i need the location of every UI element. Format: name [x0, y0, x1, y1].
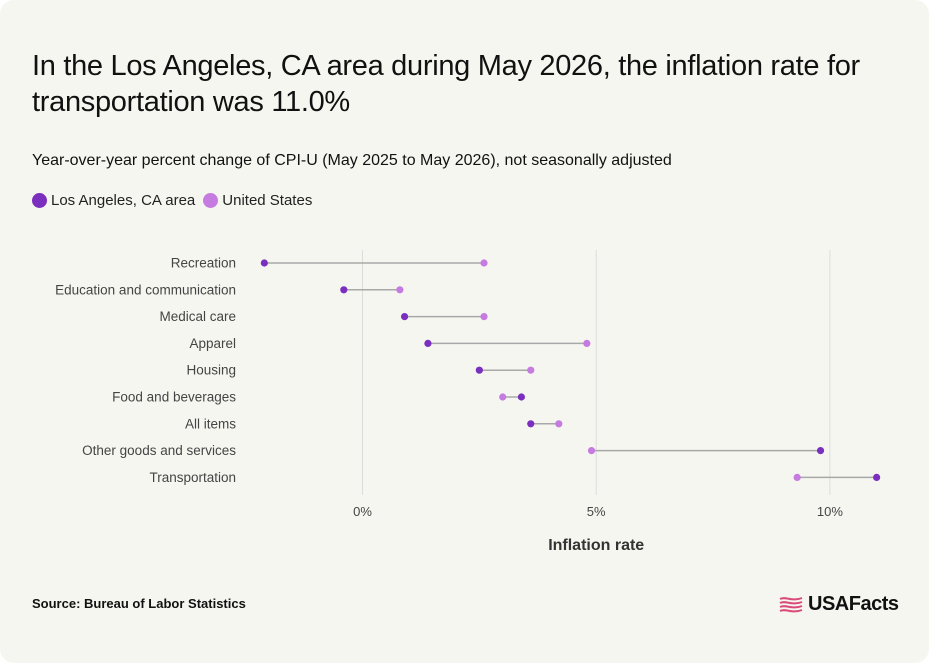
point-united-states: [555, 420, 563, 428]
point-united-states: [499, 393, 507, 401]
source-note: Source: Bureau of Labor Statistics: [32, 596, 246, 611]
point-los-angeles: [340, 286, 348, 294]
category-label: Other goods and services: [82, 443, 236, 458]
point-united-states: [587, 447, 596, 455]
x-tick-label: 10%: [817, 504, 843, 519]
category-label: Medical care: [159, 309, 236, 324]
point-los-angeles: [260, 259, 268, 267]
point-los-angeles: [517, 393, 526, 401]
legend: Los Angeles, CA area United States: [32, 192, 320, 209]
chart-subtitle: Year-over-year percent change of CPI-U (…: [32, 152, 672, 169]
point-los-angeles: [527, 420, 535, 428]
x-axis-title: Inflation rate: [548, 537, 644, 554]
legend-label-los-angeles: Los Angeles, CA area: [51, 192, 196, 209]
usafacts-logo[interactable]: USAFacts: [778, 593, 899, 616]
chart-title: In the Los Angeles, CA area during May 2…: [32, 50, 860, 118]
category-label: Food and beverages: [112, 390, 236, 405]
point-united-states: [480, 313, 488, 321]
x-tick-label: 5%: [587, 504, 606, 519]
point-los-angeles: [400, 313, 409, 321]
point-united-states: [583, 339, 591, 347]
x-tick-label: 0%: [353, 504, 372, 519]
point-los-angeles: [873, 473, 881, 481]
point-los-angeles: [475, 366, 483, 374]
category-label: Education and communication: [55, 282, 236, 297]
category-label: Apparel: [189, 336, 236, 351]
category-label: Recreation: [171, 256, 236, 271]
point-united-states: [527, 366, 535, 374]
legend-item-united-states: United States: [203, 192, 312, 209]
category-label: Housing: [186, 363, 236, 378]
flag-icon: [779, 596, 803, 612]
point-los-angeles: [424, 339, 432, 347]
point-united-states: [480, 259, 488, 267]
legend-swatch-los-angeles: [32, 193, 47, 208]
category-label: Transportation: [149, 470, 236, 485]
point-united-states: [793, 473, 801, 481]
point-los-angeles: [816, 447, 825, 455]
point-united-states: [396, 286, 404, 294]
legend-label-united-states: United States: [222, 192, 313, 209]
legend-swatch-united-states: [203, 193, 219, 208]
category-label: All items: [185, 416, 236, 431]
legend-item-los-angeles: Los Angeles, CA area: [32, 192, 195, 209]
logo-text: USAFacts: [808, 593, 899, 615]
